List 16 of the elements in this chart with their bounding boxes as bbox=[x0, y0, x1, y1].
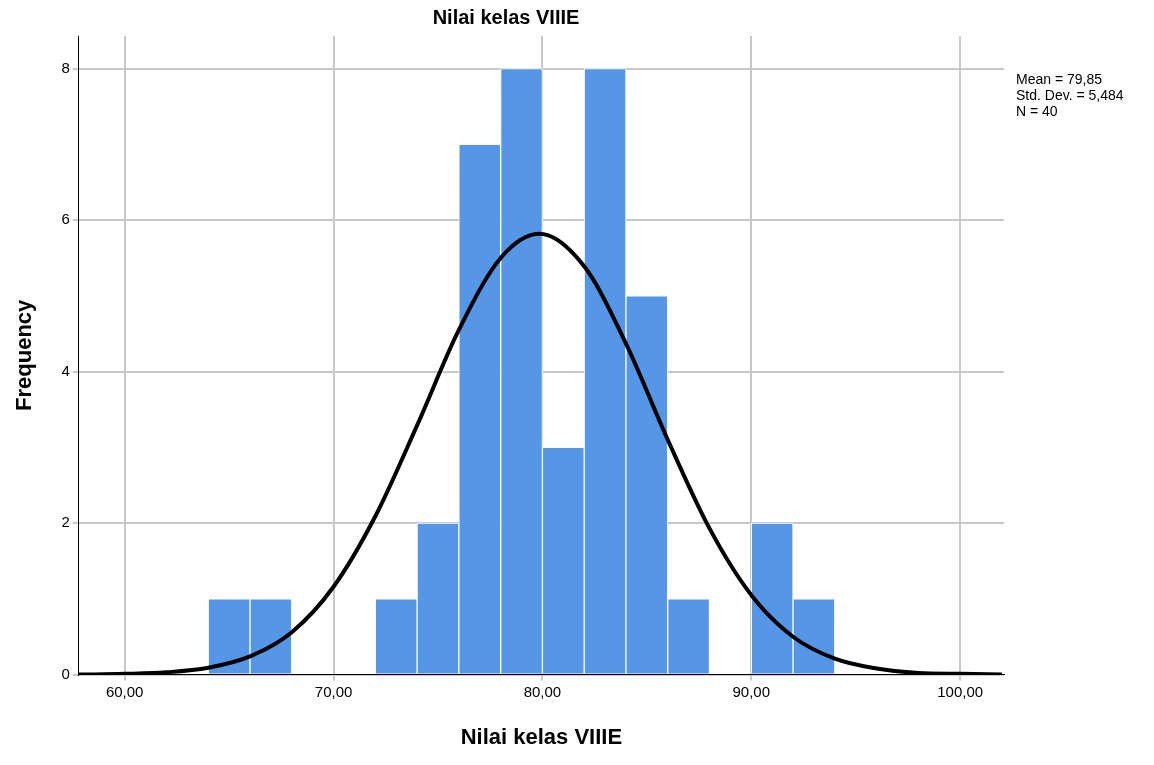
text: Std. Dev. = 5,484 bbox=[1016, 86, 1124, 103]
y-tick-label: 0 bbox=[61, 664, 70, 682]
x-axis-title: Nilai kelas VIIIE bbox=[460, 723, 623, 749]
y-axis-title: Frequency bbox=[11, 298, 37, 411]
y-tick-label: 4 bbox=[61, 361, 70, 379]
x-tick-label: 100,00 bbox=[937, 682, 984, 700]
y-tick-label: 6 bbox=[61, 210, 70, 228]
chart-title: Nilai kelas VIIIE bbox=[432, 5, 580, 28]
x-tick-label: 60,00 bbox=[105, 682, 144, 700]
y-tick-label: 8 bbox=[61, 58, 70, 76]
x-tick-label: 90,00 bbox=[732, 682, 771, 700]
text: Mean = 79,85 bbox=[1016, 70, 1103, 87]
y-tick-label: 2 bbox=[61, 513, 70, 531]
x-tick-label: 70,00 bbox=[314, 682, 353, 700]
text: N = 40 bbox=[1016, 102, 1058, 119]
x-tick-label: 80,00 bbox=[523, 682, 562, 700]
